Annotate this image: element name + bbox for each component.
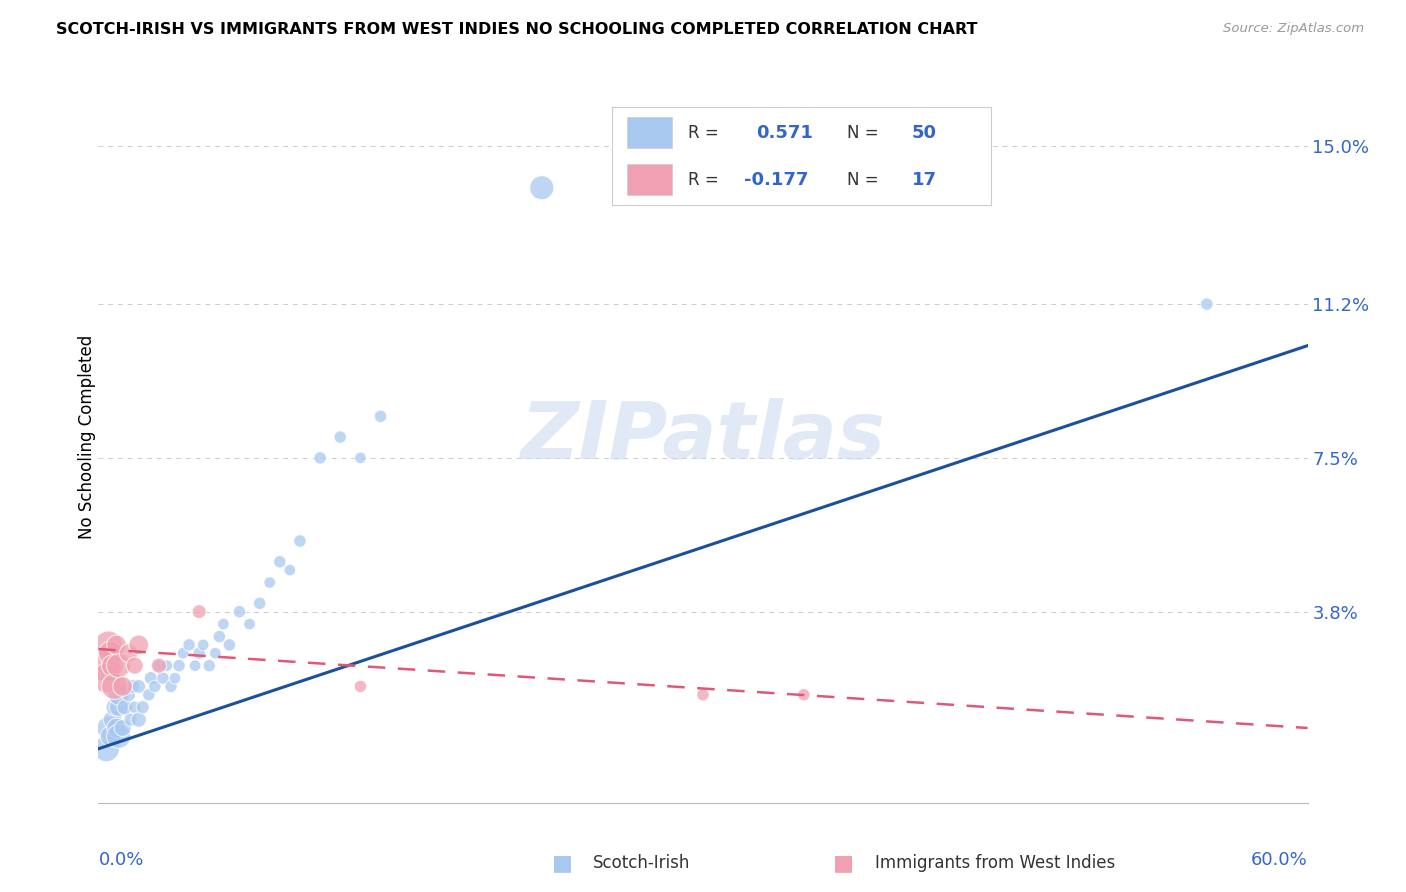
Point <box>107 658 129 673</box>
Point <box>288 533 311 548</box>
Point <box>111 721 134 735</box>
Text: 50: 50 <box>911 124 936 142</box>
Point <box>114 700 136 714</box>
Point <box>124 700 146 714</box>
Point <box>118 646 141 660</box>
Text: 60.0%: 60.0% <box>1251 851 1308 869</box>
Point <box>193 638 215 652</box>
Text: Source: ZipAtlas.com: Source: ZipAtlas.com <box>1223 22 1364 36</box>
Point <box>249 596 271 610</box>
Point <box>228 605 250 619</box>
Point <box>163 671 186 685</box>
Text: 0.571: 0.571 <box>756 124 813 142</box>
Point <box>103 700 125 714</box>
Point <box>208 630 231 644</box>
Point <box>138 688 160 702</box>
Point <box>128 680 150 694</box>
Point <box>111 680 134 694</box>
Point <box>329 430 352 444</box>
Point <box>259 575 281 590</box>
Point <box>167 658 190 673</box>
Point <box>107 688 129 702</box>
Text: Immigrants from West Indies: Immigrants from West Indies <box>875 855 1115 872</box>
Point <box>121 680 143 694</box>
Point <box>101 658 124 673</box>
Bar <box>627 164 672 195</box>
Point <box>156 658 179 673</box>
Point <box>128 638 150 652</box>
Text: N =: N = <box>846 170 884 188</box>
Text: ■: ■ <box>553 854 572 873</box>
Point <box>184 658 207 673</box>
Point <box>143 680 166 694</box>
Point <box>93 658 115 673</box>
Point <box>204 646 226 660</box>
Point <box>269 555 291 569</box>
Point <box>530 180 553 194</box>
Point <box>128 713 150 727</box>
Point <box>107 729 129 743</box>
Point <box>148 658 170 673</box>
Point <box>97 721 120 735</box>
Point <box>103 680 125 694</box>
Point <box>198 658 221 673</box>
Point <box>218 638 240 652</box>
Point <box>212 617 235 632</box>
Point <box>107 700 129 714</box>
Point <box>793 688 815 702</box>
Point <box>96 671 118 685</box>
Text: N =: N = <box>846 124 884 142</box>
Point <box>120 713 142 727</box>
Point <box>1195 297 1218 311</box>
Point <box>239 617 262 632</box>
Text: ZIPatlas: ZIPatlas <box>520 398 886 476</box>
Point <box>105 721 128 735</box>
Point <box>278 563 301 577</box>
Text: 17: 17 <box>911 170 936 188</box>
Point <box>188 646 211 660</box>
Y-axis label: No Schooling Completed: No Schooling Completed <box>79 335 96 539</box>
Point <box>124 658 146 673</box>
Point <box>309 450 332 465</box>
Point <box>148 658 170 673</box>
Point <box>101 713 124 727</box>
Point <box>692 688 714 702</box>
Point <box>100 729 122 743</box>
Point <box>349 680 371 694</box>
Point <box>105 638 128 652</box>
Point <box>100 646 122 660</box>
Point <box>160 680 183 694</box>
Point <box>132 700 155 714</box>
Point <box>96 741 118 756</box>
Point <box>177 638 201 652</box>
Text: SCOTCH-IRISH VS IMMIGRANTS FROM WEST INDIES NO SCHOOLING COMPLETED CORRELATION C: SCOTCH-IRISH VS IMMIGRANTS FROM WEST IND… <box>56 22 977 37</box>
Bar <box>627 117 672 148</box>
Text: 0.0%: 0.0% <box>98 851 143 869</box>
Point <box>97 638 120 652</box>
Text: R =: R = <box>688 124 724 142</box>
Point <box>118 688 141 702</box>
Point <box>172 646 194 660</box>
Point <box>370 409 392 424</box>
Point <box>139 671 162 685</box>
Point <box>188 605 211 619</box>
Text: R =: R = <box>688 170 724 188</box>
Text: Scotch-Irish: Scotch-Irish <box>593 855 690 872</box>
Point <box>152 671 174 685</box>
Text: ■: ■ <box>834 854 853 873</box>
Point <box>349 450 371 465</box>
Text: -0.177: -0.177 <box>745 170 808 188</box>
